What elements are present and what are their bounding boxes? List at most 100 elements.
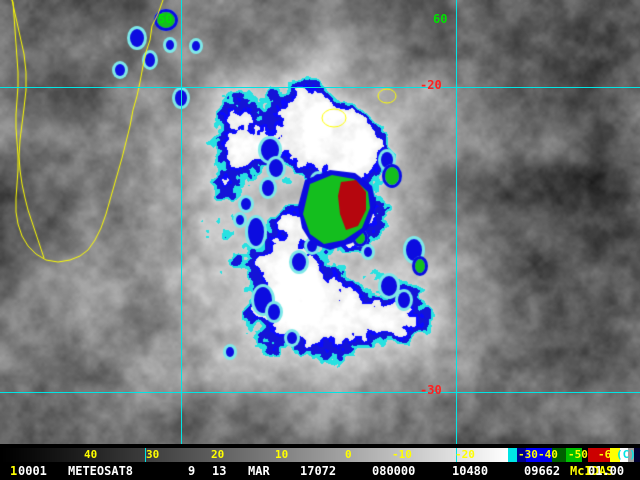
colorbar-grey-step [353,448,354,462]
colorbar-grey-step [322,448,323,462]
colorbar-grey-step [206,448,207,462]
colorbar-grey-step [130,448,131,462]
colorbar-grey-step [399,448,400,462]
colorbar-tail-3 [540,448,554,462]
colorbar-grey-step [100,448,101,462]
colorbar-grey-step [265,448,266,462]
colorbar-grey-step [109,448,110,462]
colorbar-grey-step [234,448,235,462]
colorbar-grey-step [339,448,340,462]
colorbar-grey-step [486,448,487,462]
colorbar-tail-4 [552,448,566,462]
mcidas-brand: McIDAS [570,464,614,478]
colorbar-grey-step [52,448,53,462]
colorbar-grey-step [24,448,25,462]
colorbar-grey-step [195,448,196,462]
colorbar-grey-step [330,448,331,462]
colorbar-grey-step [348,448,349,462]
colorbar-grey-step [122,448,123,462]
colorbar-grey-step [70,448,71,462]
colorbar-grey-step [323,448,324,462]
longitude-gridline-1 [456,0,457,444]
colorbar-grey-step [389,448,390,462]
colorbar-grey-step [462,448,463,462]
colorbar-grey-step [441,448,442,462]
colorbar-grey-step [32,448,33,462]
colorbar-grey-step [255,448,256,462]
colorbar-grey-step [302,448,303,462]
colorbar-grey-step [359,448,360,462]
colorbar-grey-step [208,448,209,462]
colorbar-unit-label: (C) [616,448,636,461]
colorbar-grey-step [105,448,106,462]
colorbar-grey-step [482,448,483,462]
colorbar-grey-step [381,448,382,462]
colorbar-grey-step [319,448,320,462]
enhancement-colorbar[interactable]: 40 30 20 10 0 -10 -20 -30 -40 -50 -60 (C) [0,448,640,462]
colorbar-grey-step [290,448,291,462]
colorbar-grey-step [60,448,61,462]
colorbar-grey-step [220,448,221,462]
colorbar-grey-step [120,448,121,462]
colorbar-grey-step [500,448,501,462]
colorbar-grey-step [113,448,114,462]
colorbar-grey-step [128,448,129,462]
colorbar-grey-step [198,448,199,462]
colorbar-grey-step [420,448,421,462]
colorbar-grey-step [271,448,272,462]
colorbar-grey-step [461,448,462,462]
colorbar-grey-step [39,448,40,462]
colorbar-grey-step [200,448,201,462]
colorbar-grey-step [249,448,250,462]
colorbar-grey-step [355,448,356,462]
colorbar-grey-step [129,448,130,462]
colorbar-grey-step [56,448,57,462]
colorbar-grey-step [85,448,86,462]
colorbar-grey-step [318,448,319,462]
longitude-label-0: 50 [158,12,173,26]
colorbar-grey-step [143,448,144,462]
colorbar-grey-step [148,448,149,462]
colorbar-grey-step [173,448,174,462]
colorbar-grey-step [189,448,190,462]
colorbar-temp-label-2: 20 [211,448,225,461]
colorbar-tail-8 [610,448,620,462]
satellite-ir-image[interactable] [0,0,640,444]
colorbar-grey-step [494,448,495,462]
colorbar-temp-label-4: 0 [345,448,352,461]
colorbar-grey-step [430,448,431,462]
colorbar-grey-step [293,448,294,462]
colorbar-grey-step [10,448,11,462]
colorbar-grey-step [235,448,236,462]
colorbar-grey-step [315,448,316,462]
colorbar-grey-step [76,448,77,462]
colorbar-grey-step [266,448,267,462]
colorbar-grey-step [161,448,162,462]
colorbar-grey-step [50,448,51,462]
colorbar-grey-step [188,448,189,462]
colorbar-grey-step [151,448,152,462]
colorbar-grey-step [335,448,336,462]
colorbar-grey-step [187,448,188,462]
colorbar-grey-step [142,448,143,462]
colorbar-grey-step [191,448,192,462]
colorbar-grey-step [13,448,14,462]
colorbar-grey-step [225,448,226,462]
colorbar-grey-step [317,448,318,462]
colorbar-grey-step [247,448,248,462]
geographic-overlay: -20 -30 50 60 [0,0,640,444]
satellite-image-panel[interactable]: -20 -30 50 60 [0,0,640,444]
colorbar-grey-step [377,448,378,462]
colorbar-grey-step [138,448,139,462]
colorbar-grey-step [375,448,376,462]
colorbar-grey-step [93,448,94,462]
colorbar-grey-step [485,448,486,462]
colorbar-grey-step [136,448,137,462]
colorbar-grey-step [300,448,301,462]
latitude-gridline-0 [0,87,640,88]
colorbar-grey-step [44,448,45,462]
colorbar-grey-step [295,448,296,462]
status-field-3: 13 [212,464,227,478]
colorbar-grey-step [311,448,312,462]
colorbar-grey-step [301,448,302,462]
